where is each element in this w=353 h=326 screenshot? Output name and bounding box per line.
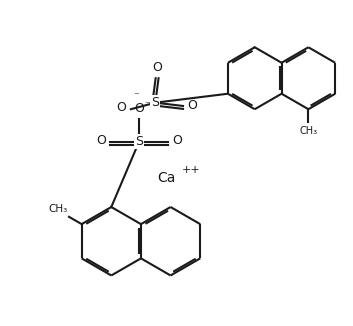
Text: S: S bbox=[135, 135, 143, 148]
Text: ⁻: ⁻ bbox=[133, 91, 139, 101]
Text: O: O bbox=[172, 134, 182, 147]
Text: O: O bbox=[187, 99, 197, 112]
Text: CH₃: CH₃ bbox=[48, 204, 67, 214]
Text: ⁻: ⁻ bbox=[144, 100, 150, 110]
Text: ++: ++ bbox=[181, 166, 200, 175]
Text: O: O bbox=[96, 134, 106, 147]
Text: CH₃: CH₃ bbox=[299, 126, 317, 136]
Text: S: S bbox=[151, 96, 159, 109]
Text: O: O bbox=[152, 61, 162, 74]
Text: O: O bbox=[134, 102, 144, 115]
Text: O: O bbox=[116, 101, 126, 114]
Text: Ca: Ca bbox=[157, 171, 175, 185]
